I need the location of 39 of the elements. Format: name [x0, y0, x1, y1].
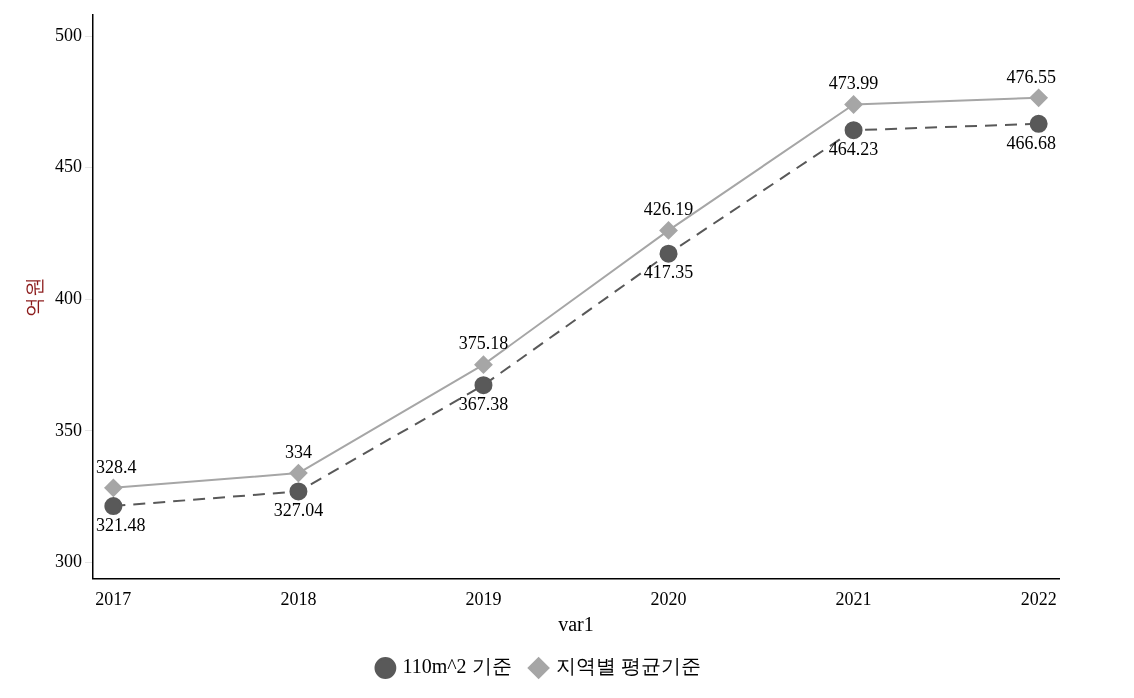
data-label: 417.35 [643, 262, 694, 283]
point [844, 121, 863, 140]
data-label: 321.48 [96, 514, 146, 535]
data-label: 367.38 [458, 393, 509, 414]
data-label: 473.99 [828, 73, 879, 94]
y-axis-title: 억원 [23, 276, 46, 317]
point [1029, 88, 1048, 107]
data-label: 476.55 [1006, 66, 1056, 87]
data-label: 327.04 [273, 500, 324, 521]
data-label: 466.68 [1006, 132, 1056, 153]
y-tick-label: 350 [55, 419, 82, 440]
x-tick-label: 2020 [650, 588, 687, 609]
point [104, 478, 123, 497]
point [659, 244, 678, 263]
y-tick-label: 400 [55, 288, 82, 309]
point [659, 221, 678, 240]
point [1029, 114, 1048, 133]
point [289, 482, 308, 501]
data-label: 328.4 [96, 456, 137, 477]
point [474, 355, 493, 374]
y-tick-label: 450 [55, 156, 82, 177]
data-label: 464.23 [828, 138, 879, 159]
legend-label: 110m^2 기준 [402, 655, 512, 678]
y-tick-label: 500 [55, 24, 82, 45]
point [104, 497, 123, 516]
data-label: 334 [284, 441, 312, 462]
x-tick-label: 2022 [1020, 588, 1057, 609]
point [289, 464, 308, 483]
x-tick-label: 2021 [835, 588, 872, 609]
x-tick-label: 2017 [95, 588, 132, 609]
y-tick-label: 300 [55, 551, 82, 572]
x-tick-label: 2018 [280, 588, 317, 609]
legend-label: 지역별 평균기준 [555, 655, 701, 678]
x-tick-label: 2019 [465, 588, 502, 609]
point [844, 95, 863, 114]
data-label: 426.19 [643, 199, 694, 220]
x-axis-title: var1 [558, 613, 594, 636]
point [474, 376, 493, 395]
data-label: 375.18 [458, 333, 509, 354]
